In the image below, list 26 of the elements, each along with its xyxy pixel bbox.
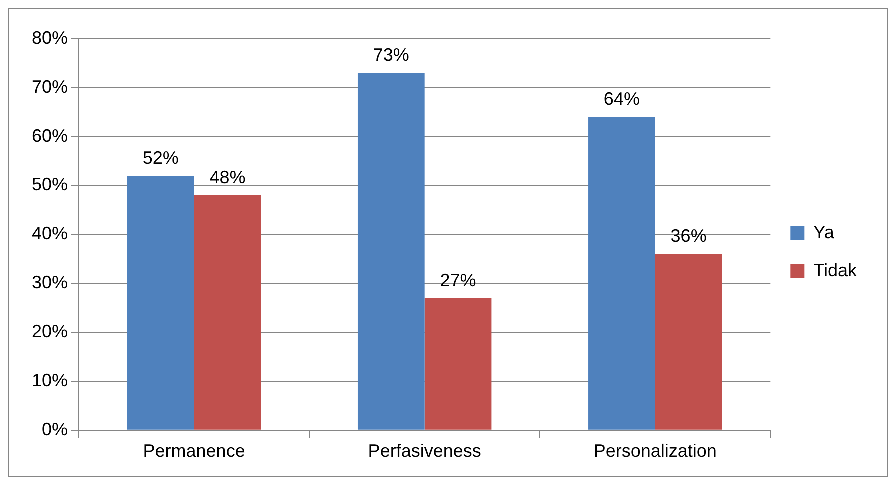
y-tick-label: 50% xyxy=(32,174,68,195)
y-tick-label: 0% xyxy=(42,419,68,440)
y-tick-label: 30% xyxy=(32,272,68,293)
bar xyxy=(194,196,262,430)
data-label: 27% xyxy=(440,270,476,290)
y-tick-label: 40% xyxy=(32,224,68,244)
x-tick-label: Personalization xyxy=(594,441,717,462)
y-tick-label: 10% xyxy=(32,370,68,390)
bar xyxy=(127,176,194,430)
bar xyxy=(655,254,722,430)
legend-label: Ya xyxy=(814,222,836,242)
y-tick-label: 70% xyxy=(32,76,68,97)
y-tick-label: 60% xyxy=(32,126,68,146)
x-tick-label: Permanence xyxy=(143,441,246,462)
y-tick-label: 80% xyxy=(32,28,68,48)
bar xyxy=(358,73,425,430)
data-label: 52% xyxy=(142,148,179,168)
data-label: 36% xyxy=(670,226,707,246)
data-label: 48% xyxy=(210,168,246,188)
x-tick-label: Perfasiveness xyxy=(368,441,482,462)
legend-label: Tidak xyxy=(814,260,858,280)
bar xyxy=(424,298,492,430)
y-tick-label: 20% xyxy=(32,322,68,342)
bar xyxy=(588,117,656,430)
data-label: 64% xyxy=(604,89,640,110)
data-label: 73% xyxy=(373,45,410,66)
